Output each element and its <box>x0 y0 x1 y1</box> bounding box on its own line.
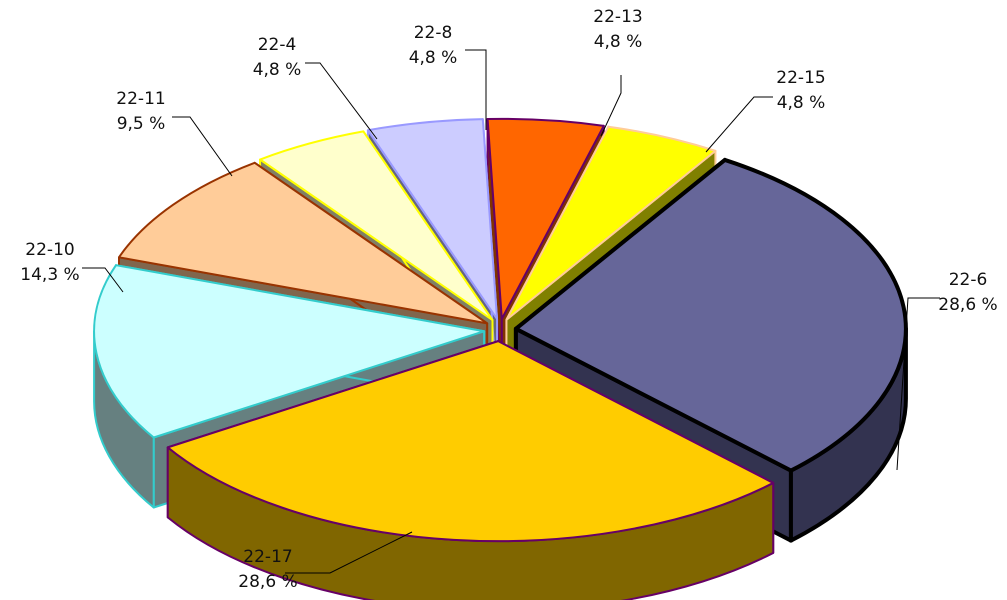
slice-label-22-15: 22-15 4,8 % <box>705 68 826 153</box>
slice-name-label: 22-11 <box>116 89 165 109</box>
leader-line <box>305 62 378 140</box>
pie-slice-top <box>486 117 605 320</box>
slice-label-22-6: 22-6 28,6 % <box>896 270 998 471</box>
slice-label-22-8: 22-8 4,8 % <box>409 23 487 130</box>
pie-slice-top <box>505 125 717 321</box>
slice-value-label: 4,8 % <box>594 32 643 52</box>
pie-slice-top <box>118 161 489 325</box>
slice-name-label: 22-13 <box>593 7 642 27</box>
leader-line <box>285 531 413 574</box>
slice-label-22-4: 22-4 4,8 % <box>253 35 378 140</box>
slice-label-22-11: 22-11 9,5 % <box>116 89 233 177</box>
slice-name-label: 22-15 <box>776 68 825 88</box>
leader-line <box>600 75 622 137</box>
slice-name-label: 22-17 <box>243 547 292 567</box>
slice-value-label: 4,8 % <box>409 48 458 68</box>
slice-value-label: 4,8 % <box>777 93 826 113</box>
pie-slice-top <box>513 157 908 473</box>
slice-value-label: 28,6 % <box>238 572 297 592</box>
pie-slice-top <box>366 118 499 320</box>
slice-name-label: 22-6 <box>949 270 988 290</box>
leader-line <box>896 297 940 471</box>
leader-line <box>705 96 773 153</box>
slice-label-22-13: 22-13 4,8 % <box>593 7 643 137</box>
slice-value-label: 14,3 % <box>20 265 79 285</box>
slice-name-label: 22-8 <box>414 23 453 43</box>
pie-slice-top <box>259 130 494 322</box>
slice-value-label: 28,6 % <box>938 295 997 315</box>
slice-name-label: 22-10 <box>25 240 74 260</box>
leader-line <box>465 49 487 130</box>
slice-label-22-17: 22-17 28,6 % <box>238 531 413 592</box>
slice-name-label: 22-4 <box>258 35 297 55</box>
pie-slice-22-17 <box>166 340 775 600</box>
slice-value-label: 4,8 % <box>253 60 302 80</box>
pie-slice-top <box>166 340 775 543</box>
leader-line <box>82 267 124 293</box>
slice-label-22-10: 22-10 14,3 % <box>20 240 124 293</box>
pie-slice-top <box>93 264 486 439</box>
leader-line <box>172 116 233 177</box>
slice-value-label: 9,5 % <box>117 114 166 134</box>
